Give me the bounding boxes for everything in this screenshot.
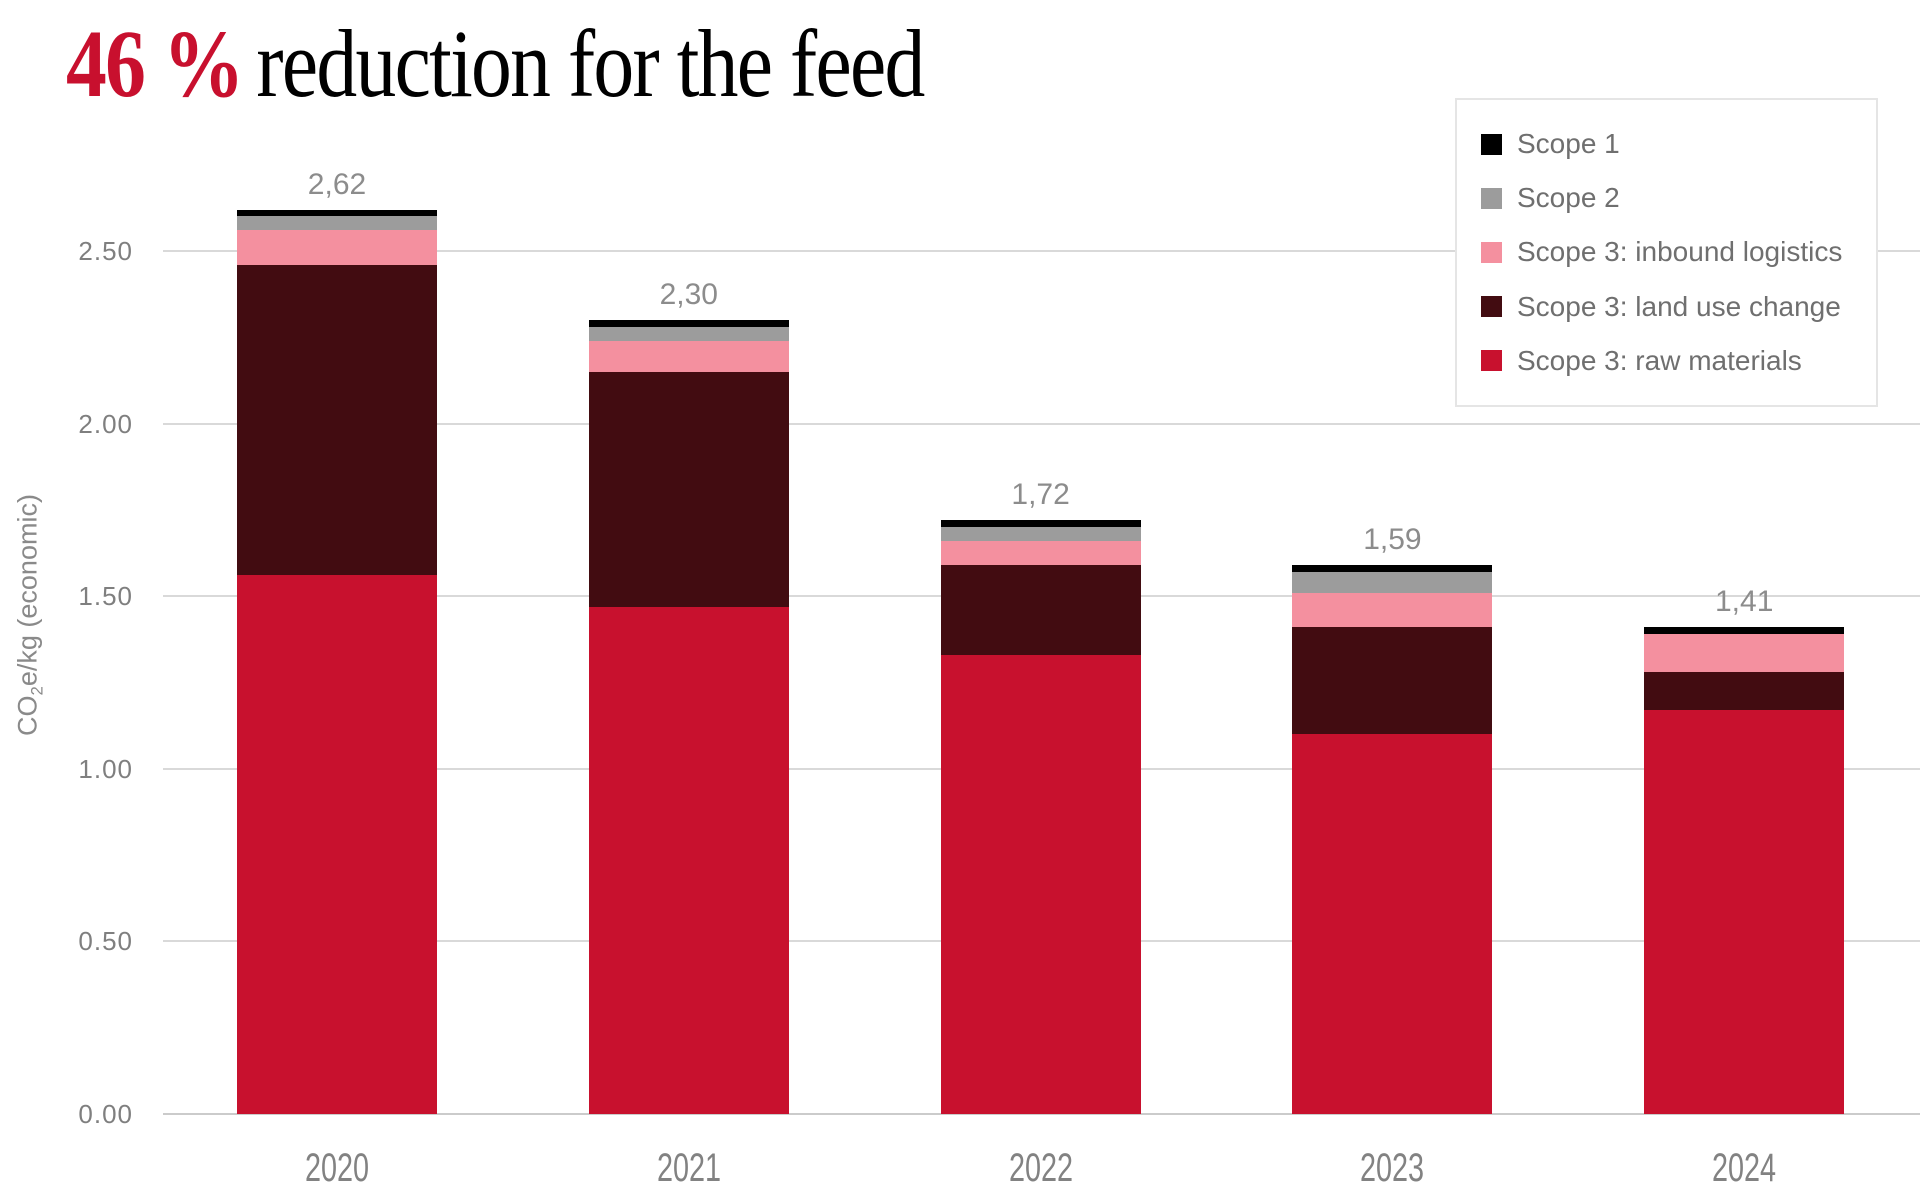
legend-swatch-scope2 — [1481, 187, 1502, 209]
legend-item-scope3-raw-materials: Scope 3: raw materials — [1481, 345, 1876, 377]
bar-total-label-2022: 1,72 — [1011, 478, 1070, 512]
legend-swatch-scope1 — [1481, 133, 1502, 155]
gridline-2.50 — [163, 250, 1920, 252]
bar-total-label-2021: 2,30 — [659, 278, 718, 312]
x-tick-label-2024: 2024 — [1712, 1146, 1777, 1190]
gridline-2.00 — [163, 422, 1920, 425]
bar-segment-2024-scope-3-raw-materials — [1644, 710, 1845, 1114]
bar-segment-2022-scope-2 — [940, 527, 1141, 541]
legend-swatch-scope3-raw-materials — [1481, 350, 1502, 372]
bar-segment-2024-scope-3-land-use-change — [1644, 672, 1845, 711]
bar-segment-2021-scope-3-inbound-logistics — [588, 340, 789, 372]
legend-label-scope2: Scope 2 — [1517, 182, 1620, 214]
bar-segment-2021-scope-3-land-use-change — [588, 371, 789, 607]
legend: Scope 1 Scope 2 Scope 3: inbound logisti… — [1455, 98, 1878, 407]
bar-segment-2023-scope-1 — [1292, 565, 1493, 573]
y-tick-label-1.00: 1.00 — [78, 753, 133, 784]
bar-segment-2023-scope-3-inbound-logistics — [1292, 592, 1493, 628]
gridline-0.00 — [163, 1113, 1920, 1115]
y-tick-label-0.50: 0.50 — [78, 926, 133, 957]
legend-item-scope3-inbound-logistics: Scope 3: inbound logistics — [1481, 236, 1876, 268]
y-tick-label-2.50: 2.50 — [78, 236, 133, 266]
bar-segment-2023-scope-2 — [1292, 572, 1493, 593]
legend-label-scope1: Scope 1 — [1517, 128, 1620, 160]
bar-total-label-2024: 1,41 — [1714, 585, 1774, 619]
page-title: 46 % reduction for the feed — [66, 13, 925, 115]
bar-segment-2022-scope-3-raw-materials — [940, 654, 1141, 1114]
bar-total-label-2020: 2,62 — [307, 167, 367, 201]
x-tick-label-2021: 2021 — [656, 1146, 721, 1190]
bar-segment-2022-scope-1 — [940, 520, 1141, 528]
y-tick-label-1.50: 1.50 — [78, 581, 133, 612]
y-tick-label-0.00: 0.00 — [78, 1099, 133, 1129]
legend-label-scope3-raw-materials: Scope 3: raw materials — [1517, 344, 1802, 376]
legend-swatch-scope3-inbound-logistics — [1481, 241, 1502, 263]
bar-segment-2020-scope-1 — [237, 209, 437, 217]
y-axis-title-sub: 2 — [27, 686, 47, 696]
legend-item-scope1: Scope 1 — [1481, 128, 1876, 160]
bar-segment-2020-scope-3-land-use-change — [237, 264, 437, 576]
x-tick-label-2022: 2022 — [1008, 1146, 1073, 1190]
bar-segment-2022-scope-3-inbound-logistics — [940, 540, 1141, 566]
bar-segment-2020-scope-3-raw-materials — [237, 575, 437, 1114]
bar-total-label-2023: 1,59 — [1363, 523, 1422, 557]
bar-segment-2021-scope-2 — [588, 326, 789, 341]
x-tick-label-2023: 2023 — [1360, 1146, 1425, 1190]
y-axis-title-pre: CO — [12, 695, 43, 736]
legend-label-scope3-land-use-change: Scope 3: land use change — [1517, 290, 1841, 322]
legend-item-scope3-land-use-change: Scope 3: land use change — [1481, 291, 1876, 323]
bar-segment-2021-scope-1 — [588, 320, 789, 327]
legend-swatch-scope3-land-use-change — [1481, 296, 1502, 318]
legend-label-scope3-inbound-logistics: Scope 3: inbound logistics — [1517, 236, 1843, 268]
bar-segment-2023-scope-3-raw-materials — [1292, 734, 1493, 1114]
bar-segment-2023-scope-3-land-use-change — [1292, 627, 1493, 735]
x-tick-label-2020: 2020 — [304, 1146, 370, 1190]
title-text: reduction for the feed — [256, 10, 925, 117]
bar-segment-2021-scope-3-raw-materials — [588, 606, 789, 1114]
bar-segment-2020-scope-3-inbound-logistics — [237, 230, 437, 265]
bar-segment-2024-scope-3-inbound-logistics — [1644, 634, 1845, 673]
bar-segment-2020-scope-2 — [237, 216, 437, 231]
bar-segment-2022-scope-3-land-use-change — [940, 565, 1141, 655]
y-tick-label-2.00: 2.00 — [78, 408, 133, 439]
title-highlight: 46 % — [66, 10, 245, 117]
bar-segment-2024-scope-1 — [1644, 627, 1845, 635]
y-axis-title: CO2e/kg (economic) — [12, 494, 47, 736]
legend-item-scope2: Scope 2 — [1481, 182, 1876, 214]
